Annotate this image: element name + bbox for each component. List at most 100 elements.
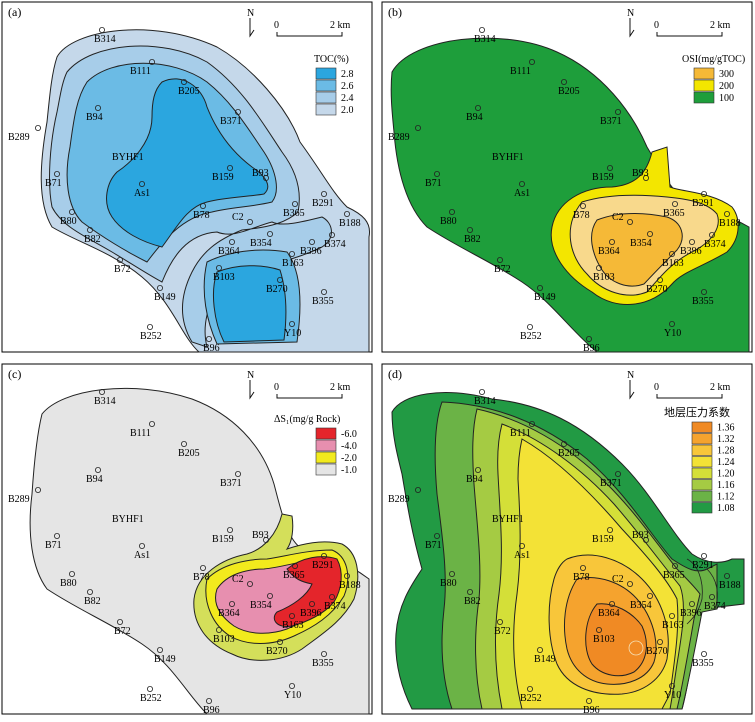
well-marker: [626, 218, 633, 225]
well-marker: [668, 320, 675, 327]
well-label: B71: [425, 178, 442, 189]
pressure-coefficient-map: [391, 392, 745, 710]
well-label: B78: [193, 572, 210, 583]
legend-swatch: [691, 433, 713, 445]
well-marker: [646, 230, 653, 237]
well-label: B270: [266, 284, 288, 295]
legend-swatch: [315, 103, 337, 116]
well-label: B364: [598, 608, 620, 619]
legend-swatch: [693, 91, 715, 104]
legend-title: 地层压力系数: [664, 406, 730, 419]
well-marker: [668, 612, 675, 619]
well-label: B364: [218, 246, 240, 257]
well-label: C2: [232, 574, 244, 585]
well-label: B72: [494, 626, 511, 637]
well-marker: [288, 250, 295, 257]
well-label: B163: [282, 258, 304, 269]
well-marker: [700, 650, 707, 657]
legend-label: 1.32: [717, 434, 735, 445]
legend-label: 1.36: [717, 423, 735, 434]
well-marker: [560, 441, 567, 448]
legend: 地层压力系数 1.361.321.281.241.201.161.121.08: [664, 406, 735, 514]
well-label: B270: [646, 646, 668, 657]
well-label: B205: [558, 448, 580, 459]
well-label: B149: [154, 292, 176, 303]
well-label: B103: [593, 272, 615, 283]
well-label: B93: [632, 168, 649, 179]
panel-tag: (b): [388, 5, 402, 19]
north-label: N: [247, 370, 254, 381]
well-label: B314: [474, 34, 496, 45]
well-marker: [156, 284, 163, 291]
well-marker: [308, 238, 315, 245]
well-label: Y10: [664, 690, 681, 701]
well-label: BYHF1: [492, 152, 524, 163]
well-label: B94: [86, 474, 103, 485]
well-marker: [291, 200, 298, 207]
well-marker: [608, 600, 615, 607]
well-label: B80: [60, 578, 77, 589]
well-marker: [148, 59, 155, 66]
well-marker: [560, 79, 567, 86]
north-arrow: N: [247, 8, 255, 38]
legend-title: ΔS₁(mg/g Rock): [274, 414, 340, 425]
well-label: B71: [45, 178, 62, 189]
well-marker: [708, 231, 715, 238]
well-marker: [95, 467, 102, 474]
well-marker: [99, 388, 106, 395]
well-marker: [199, 202, 206, 209]
well-marker: [668, 682, 675, 689]
well-label: B93: [252, 168, 269, 179]
well-marker: [606, 526, 613, 533]
legend-swatch: [691, 490, 713, 502]
well-label: B159: [212, 172, 234, 183]
scale-bar-start: 0: [274, 382, 279, 393]
well-marker: [276, 276, 283, 283]
legend-swatch: [691, 479, 713, 491]
legend-label: 1.20: [717, 469, 735, 480]
well-marker: [449, 570, 456, 577]
well-marker: [262, 536, 269, 543]
well-label: B149: [534, 292, 556, 303]
well-label: B94: [466, 474, 483, 485]
well-marker: [234, 471, 241, 478]
well-label: B354: [250, 238, 272, 249]
well-label: Y10: [664, 328, 681, 339]
well-marker: [226, 526, 233, 533]
well-label: B374: [324, 601, 346, 612]
well-marker: [656, 276, 663, 283]
wells-layer: B314 B111 B205 B94 B289 B371 B71 BYHF1 As1 B159 B9…: [388, 8, 741, 354]
well-marker: [35, 125, 42, 132]
well-marker: [467, 588, 474, 595]
well-label: B71: [425, 540, 442, 551]
well-marker: [518, 542, 525, 549]
scale-bar: 0 2 km: [654, 382, 731, 399]
well-label: As1: [134, 550, 150, 561]
well-marker: [614, 471, 621, 478]
well-label: B374: [324, 239, 346, 250]
legend-swatch: [315, 91, 337, 104]
well-label: B364: [598, 246, 620, 257]
well-label: B354: [630, 600, 652, 611]
well-marker: [479, 26, 486, 33]
legend-label: 200: [719, 81, 734, 92]
well-label: B82: [84, 234, 101, 245]
well-marker: [614, 109, 621, 116]
well-marker: [536, 646, 543, 653]
legend: ΔS₁(mg/g Rock) -6.0-4.0-2.0-1.0: [274, 414, 357, 476]
well-marker: [479, 388, 486, 395]
well-marker: [276, 638, 283, 645]
well-marker: [434, 532, 441, 539]
legend-label: 2.0: [341, 105, 354, 116]
well-label: BYHF1: [112, 514, 144, 525]
well-marker: [595, 264, 602, 271]
well-marker: [528, 59, 535, 66]
well-label: B111: [130, 66, 151, 77]
well-label: B365: [283, 208, 305, 219]
well-label: B252: [520, 331, 542, 342]
well-label: B72: [494, 264, 511, 275]
well-label: B188: [339, 580, 361, 591]
well-marker: [320, 190, 327, 197]
well-label: B291: [312, 198, 334, 209]
well-label: B371: [600, 478, 622, 489]
